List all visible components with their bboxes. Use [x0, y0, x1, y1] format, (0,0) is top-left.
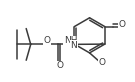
Text: NH: NH: [64, 36, 78, 46]
Text: O: O: [44, 36, 51, 46]
Text: O: O: [99, 58, 106, 67]
Text: O: O: [56, 61, 63, 70]
Text: O: O: [118, 20, 125, 29]
Text: N: N: [70, 41, 77, 50]
